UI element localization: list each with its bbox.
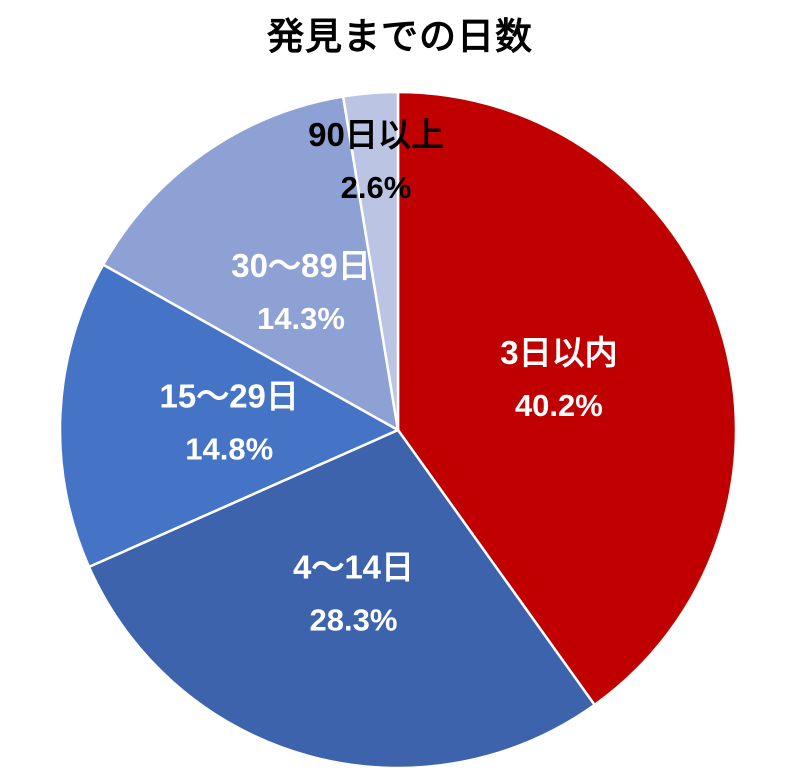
slice-percent-5: 2.6% [341, 170, 412, 205]
slice-percent-3: 14.8% [185, 432, 273, 467]
slice-percent-4: 14.3% [257, 301, 345, 336]
slice-label-5: 90日以上 [308, 116, 444, 153]
pie-slice-3 [58, 263, 400, 569]
pie-slice-1 [396, 90, 738, 707]
pie-slice-2 [87, 428, 596, 770]
slice-label-3: 15〜29日 [159, 378, 298, 415]
chart-title: 発見までの日数 [267, 16, 533, 57]
pie-slice-4 [101, 95, 400, 432]
pie-slice-5 [341, 90, 400, 432]
slice-label-2: 4〜14日 [293, 549, 414, 586]
slice-percent-2: 28.3% [310, 603, 398, 638]
slice-label-1: 3日以内 [500, 334, 617, 371]
slice-percent-1: 40.2% [515, 388, 603, 423]
slice-label-4: 30〜89日 [231, 247, 370, 284]
